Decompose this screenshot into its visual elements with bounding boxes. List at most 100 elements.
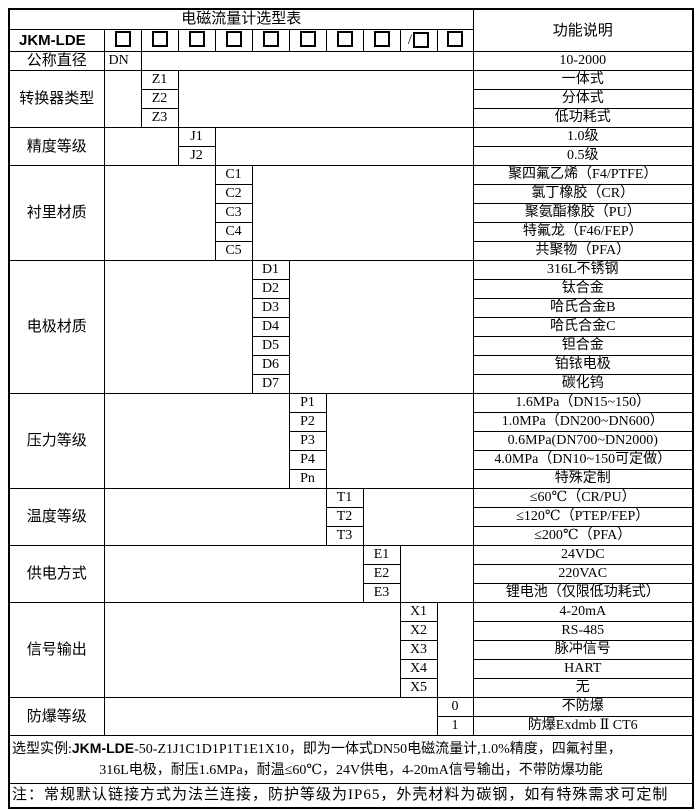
description-cell: 24VDC [472,545,694,565]
description-cell: 哈氏合金C [472,317,694,337]
category-label-diameter: 公称直径 [8,51,105,71]
table-row: C2 氯丁橡胶（CR） [9,184,694,204]
note-text: 注：常规默认链接方式为法兰连接，防护等级为IP65，外壳材料为碳钢，如有特殊需求… [8,783,694,809]
description-cell: 分体式 [472,89,694,109]
table-row: 1 防爆Exdmb Ⅱ CT6 [9,716,694,736]
description-cell: 锂电池（仅限低功耗式） [472,583,694,603]
empty-cell [362,488,474,546]
table-row: P2 1.0MPa（DN200~DN600） [9,412,694,432]
code-cell: Z3 [140,108,179,128]
example-row: 选型实例:JKM-LDE-50-Z1J1C1D1P1T1E1X10，即为一体式D… [8,735,694,784]
code-cell: P1 [288,393,327,413]
example-model-code: JKM-LDE [71,740,135,756]
code-cell: D4 [251,317,290,337]
table-title: 电磁流量计选型表 [8,8,474,30]
empty-cell [103,165,216,261]
empty-cell [325,393,474,489]
code-cell: D1 [251,260,290,280]
table-row: C5 共聚物（PFA） [9,241,694,261]
description-cell: 低功耗式 [472,108,694,128]
table-row: 转换器类型 Z1 一体式 [8,70,694,128]
description-cell: 0.6MPa(DN700~DN2000) [472,431,694,451]
table-row: 压力等级 P1 1.6MPa（DN15~150） [8,393,694,489]
model-digit-cell-e [362,29,401,52]
description-cell: 1.0级 [472,127,694,147]
description-cell: 220VAC [472,564,694,584]
code-cell: D6 [251,355,290,375]
category-label-temperature: 温度等级 [8,488,105,546]
code-cell: X4 [399,659,438,679]
code-cell: Z2 [140,89,179,109]
description-cell: 特氟龙（F46/FEP） [472,222,694,242]
category-label-signal-output: 信号输出 [8,602,105,698]
table-row: 防爆等级 0 不防爆 [8,697,694,736]
note-row: 注：常规默认链接方式为法兰连接，防护等级为IP65，外壳材料为碳钢，如有特殊需求… [8,783,694,809]
category-label-lining: 衬里材质 [8,165,105,261]
category-label-pressure: 压力等级 [8,393,105,489]
description-cell: 哈氏合金B [472,298,694,318]
empty-cell [103,697,438,736]
description-cell: RS-485 [472,621,694,641]
description-cell: 无 [472,678,694,698]
description-cell: 防爆Exdmb Ⅱ CT6 [472,716,694,736]
code-cell: D2 [251,279,290,299]
description-cell: 碳化钨 [472,374,694,394]
description-cell: ≤120℃（PTEP/FEP） [472,507,694,527]
description-cell: 1.0MPa（DN200~DN600） [472,412,694,432]
code-cell: D5 [251,336,290,356]
code-cell: T2 [325,507,364,527]
model-digit-cell-c [214,29,253,52]
table-row: E3 锂电池（仅限低功耗式） [9,583,694,603]
code-cell: E2 [362,564,401,584]
model-digit-cell-ex [436,29,474,52]
table-row: 信号输出 X1 4-20mA [8,602,694,698]
model-digit-cell-z [140,29,179,52]
code-cell: C5 [214,241,253,261]
code-cell: 0 [436,697,474,717]
description-cell: 聚四氟乙烯（F4/PTFE） [472,165,694,185]
checkbox-icon [262,31,279,48]
table-row: Z3 低功耗式 [9,108,694,128]
code-cell: D7 [251,374,290,394]
table-row: 公称直径 DN 10-2000 [8,51,694,71]
example-prefix: 选型实例: [12,742,72,757]
category-label-accuracy: 精度等级 [8,127,105,166]
table-row: 温度等级 T1 ≤60℃（CR/PU） [8,488,694,546]
model-digit-cell-t [325,29,364,52]
code-cell: C3 [214,203,253,223]
slash-separator: / [407,32,413,48]
empty-cell [177,70,474,128]
table-row: T3 ≤200℃（PFA） [9,526,694,546]
model-digit-cell-p [288,29,327,52]
checkbox-icon [299,31,316,48]
empty-cell [399,545,474,603]
category-label-power-supply: 供电方式 [8,545,105,603]
description-cell: 不防爆 [472,697,694,717]
checkbox-icon [225,31,242,48]
empty-cell [103,260,253,394]
table-row: Z2 分体式 [9,89,694,109]
table-row: 衬里材质 C1 聚四氟乙烯（F4/PTFE） [8,165,694,261]
empty-cell [103,127,179,166]
example-rest: -50-Z1J1C1D1P1T1E1X10，即为一体式DN50电磁流量计,1.0… [134,742,622,757]
description-cell: 1.6MPa（DN15~150） [472,393,694,413]
description-cell: 铂铱电极 [472,355,694,375]
empty-cell [103,70,142,128]
empty-cell [103,393,290,489]
empty-cell [103,488,327,546]
checkbox-icon [447,31,463,48]
code-cell: T3 [325,526,364,546]
model-digit-cell-j [177,29,216,52]
description-cell: ≤60℃（CR/PU） [472,488,694,508]
description-cell: 钽合金 [472,336,694,356]
description-cell: 特殊定制 [472,469,694,489]
table-row: 供电方式 E1 24VDC [8,545,694,603]
table-row: 电极材质 D1 316L不锈钢 [8,260,694,394]
description-cell: 钛合金 [472,279,694,299]
table-row: D2 钛合金 [9,279,694,299]
description-cell: 10-2000 [472,51,694,71]
empty-cell [436,602,474,698]
checkbox-icon [373,31,390,48]
code-cell: T1 [325,488,364,508]
